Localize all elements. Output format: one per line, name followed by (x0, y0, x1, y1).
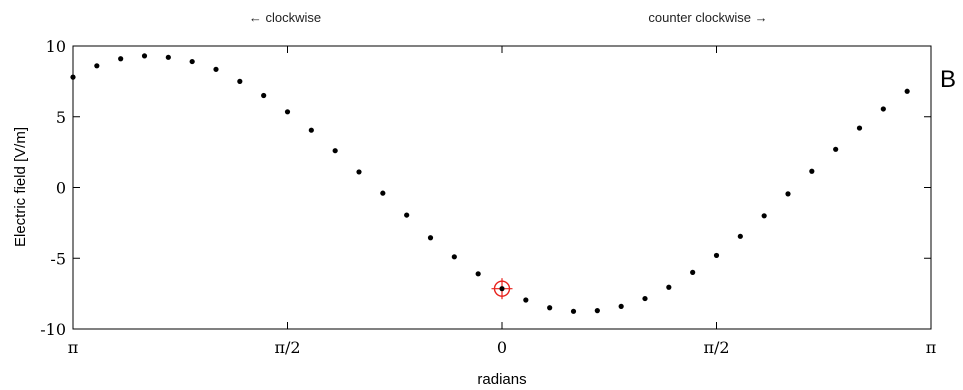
direction-label-clockwise: ← clockwise (249, 10, 321, 25)
data-point (189, 58, 195, 65)
data-point (594, 308, 600, 314)
y-tick-label: 5 (56, 108, 66, 127)
x-axis-label: radians (477, 371, 526, 388)
data-point (451, 254, 457, 260)
data-point (785, 191, 791, 197)
data-points (70, 53, 910, 314)
data-point (642, 295, 648, 302)
data-point (213, 66, 219, 72)
data-point (380, 190, 386, 196)
data-point (690, 269, 696, 275)
y-axis-label: Electric field [V/m] (12, 127, 29, 247)
x-axis-ticks: π π/2 0 π/2 π (68, 46, 937, 357)
data-point (570, 308, 577, 314)
data-point (475, 271, 481, 277)
data-point (833, 146, 839, 152)
y-tick-label: -5 (50, 249, 66, 268)
data-point (237, 78, 243, 84)
data-point (404, 212, 410, 218)
data-point (809, 168, 815, 174)
data-point (284, 109, 291, 115)
data-point (332, 148, 338, 154)
x-tick-label: π (926, 338, 937, 357)
data-point (737, 233, 743, 239)
panel-letter: B (940, 66, 956, 93)
data-point (856, 125, 863, 131)
data-point (118, 56, 124, 62)
y-tick-label: 0 (56, 179, 66, 198)
highlight-marker (491, 278, 513, 300)
y-axis-ticks: 10 5 0 -5 -10 (40, 37, 931, 339)
data-point (141, 53, 148, 59)
data-point (904, 88, 910, 94)
data-point (618, 303, 624, 309)
data-point (427, 235, 434, 241)
data-point (308, 127, 314, 133)
data-point (523, 297, 529, 303)
data-point (70, 74, 76, 80)
y-tick-label: -10 (40, 320, 66, 339)
data-point (761, 213, 767, 219)
highlight-point (499, 286, 505, 292)
data-point (356, 169, 362, 175)
data-point (261, 92, 267, 99)
x-tick-label: π (68, 338, 79, 357)
x-tick-label: 0 (497, 338, 507, 357)
x-tick-label: π/2 (703, 338, 729, 357)
x-tick-label: π/2 (274, 338, 300, 357)
data-point (666, 284, 672, 290)
y-tick-label: 10 (46, 37, 66, 56)
data-point (713, 252, 720, 259)
data-point (94, 63, 100, 69)
data-point (880, 106, 886, 112)
direction-label-counter-clockwise: counter clockwise → (648, 10, 767, 25)
data-point (165, 54, 171, 60)
data-point (547, 305, 553, 311)
